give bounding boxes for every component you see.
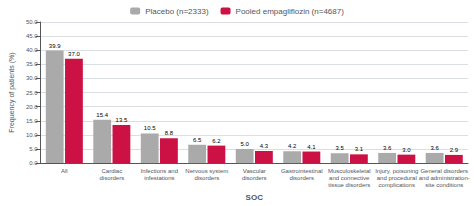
svg-text:3.6: 3.6	[383, 145, 392, 151]
svg-text:infestations: infestations	[144, 175, 174, 181]
svg-text:Musculoskeletal: Musculoskeletal	[328, 168, 371, 174]
svg-text:0.0: 0.0	[29, 160, 38, 166]
svg-text:3.1: 3.1	[355, 146, 364, 152]
svg-text:Injury, poisoning: Injury, poisoning	[375, 168, 418, 174]
svg-text:3.0: 3.0	[402, 147, 411, 153]
svg-text:3.5: 3.5	[335, 145, 344, 151]
svg-text:General disorders: General disorders	[420, 168, 468, 174]
svg-text:6.2: 6.2	[212, 138, 221, 144]
svg-text:15.4: 15.4	[96, 112, 108, 118]
svg-text:disorders: disorders	[242, 175, 267, 181]
svg-text:40.0: 40.0	[26, 47, 38, 53]
svg-text:All: All	[61, 168, 68, 174]
svg-text:3.6: 3.6	[430, 145, 439, 151]
svg-text:and connective: and connective	[329, 175, 370, 181]
svg-text:15.0: 15.0	[26, 118, 38, 124]
svg-text:Gastrointestinal: Gastrointestinal	[281, 168, 323, 174]
svg-text:10.0: 10.0	[26, 132, 38, 138]
svg-text:Vascular: Vascular	[243, 168, 266, 174]
svg-text:50.0: 50.0	[26, 19, 38, 25]
svg-text:6.5: 6.5	[193, 137, 202, 143]
svg-text:37.0: 37.0	[68, 51, 80, 57]
svg-text:5.0: 5.0	[29, 146, 38, 152]
svg-text:Cardiac: Cardiac	[101, 168, 122, 174]
svg-text:5.0: 5.0	[241, 141, 250, 147]
svg-text:4.2: 4.2	[288, 143, 297, 149]
svg-text:20.0: 20.0	[26, 104, 38, 110]
svg-text:35.0: 35.0	[26, 61, 38, 67]
svg-text:2.9: 2.9	[450, 147, 459, 153]
svg-text:Infections and: Infections and	[141, 168, 178, 174]
svg-text:4.3: 4.3	[260, 143, 269, 149]
svg-text:10.5: 10.5	[144, 125, 156, 131]
svg-text:tissue disorders: tissue disorders	[328, 182, 370, 188]
svg-text:4.1: 4.1	[307, 144, 316, 150]
svg-text:25.0: 25.0	[26, 90, 38, 96]
svg-text:Nervous system: Nervous system	[185, 168, 228, 174]
svg-text:8.8: 8.8	[165, 130, 174, 136]
svg-text:Placebo (n=2333): Placebo (n=2333)	[145, 7, 209, 16]
svg-text:30.0: 30.0	[26, 75, 38, 81]
svg-text:Frequency of patients (%): Frequency of patients (%)	[8, 52, 16, 132]
svg-text:SOC: SOC	[246, 193, 264, 202]
svg-text:45.0: 45.0	[26, 33, 38, 39]
svg-text:disorders: disorders	[99, 175, 124, 181]
svg-text:Pooled empagliflozin (n=4687): Pooled empagliflozin (n=4687)	[236, 7, 345, 16]
svg-text:13.5: 13.5	[116, 117, 128, 123]
svg-text:39.9: 39.9	[49, 43, 61, 49]
svg-text:and procedural: and procedural	[377, 175, 417, 181]
svg-text:disorders: disorders	[289, 175, 314, 181]
svg-text:complications: complications	[379, 182, 415, 188]
svg-text:disorders: disorders	[194, 175, 219, 181]
svg-text:and administration-: and administration-	[419, 175, 470, 181]
svg-text:site conditions: site conditions	[425, 182, 463, 188]
